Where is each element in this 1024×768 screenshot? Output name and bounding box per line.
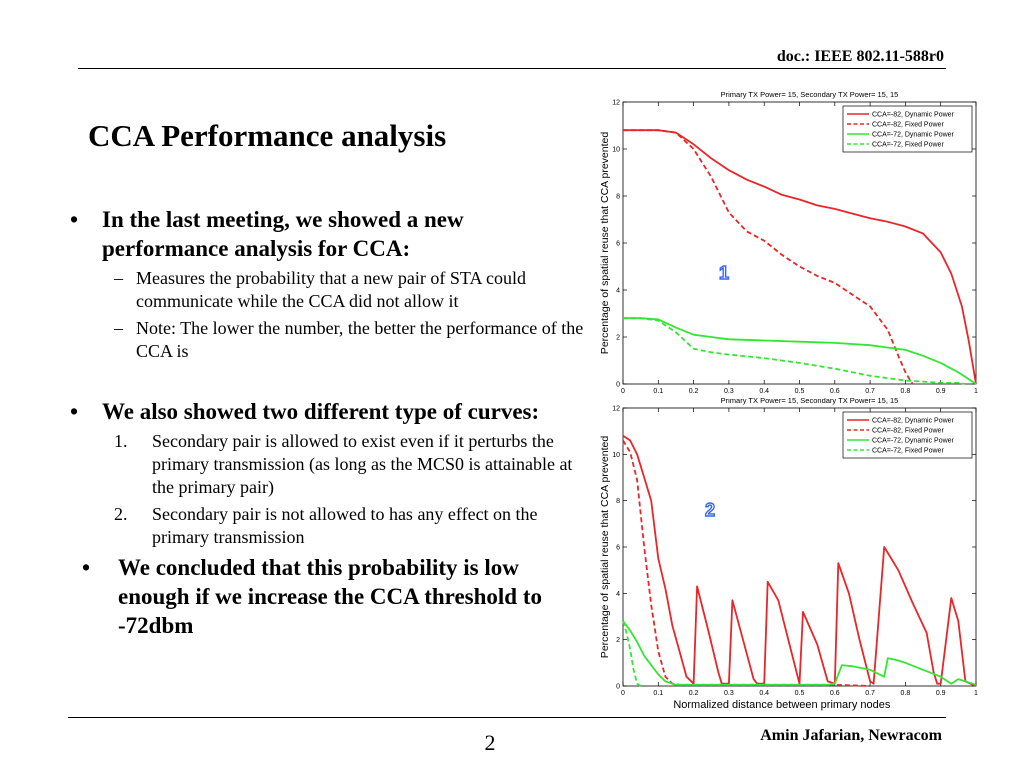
x-tick-label: 0.2 [689, 690, 699, 697]
legend-label: CCA=-72, Fixed Power [872, 142, 944, 149]
y-tick-label: 2 [616, 637, 620, 644]
legend-label: CCA=-72, Dynamic Power [872, 438, 955, 445]
series-line [622, 620, 977, 686]
x-tick-label: 1 [974, 690, 978, 697]
legend-label: CCA=-82, Fixed Power [872, 122, 944, 129]
series-line [622, 435, 977, 687]
series-line [623, 317, 977, 385]
numbered-marker: 1. [114, 431, 128, 451]
series-line [623, 317, 966, 385]
bullet-2: • We also showed two different type of c… [70, 397, 590, 426]
legend-label: CCA=-82, Dynamic Power [872, 112, 955, 119]
y-tick-label: 10 [612, 452, 620, 459]
x-tick-label: 0 [621, 690, 625, 697]
x-tick-label: 0.6 [830, 690, 840, 697]
y-tick-label: 6 [616, 241, 620, 248]
x-tick-label: 0.3 [724, 388, 734, 395]
x-axis-label: Normalized distance between primary node… [673, 699, 891, 711]
y-tick-label: 8 [616, 498, 620, 505]
series-line [623, 129, 914, 385]
x-tick-label: 0.3 [724, 690, 734, 697]
x-tick-label: 0.9 [936, 388, 946, 395]
x-tick-label: 0.8 [901, 388, 911, 395]
x-tick-label: 0.4 [759, 388, 769, 395]
x-tick-label: 0.4 [759, 690, 769, 697]
x-tick-label: 0.1 [653, 690, 663, 697]
chart-1: Primary TX Power= 15, Secondary TX Power… [599, 90, 978, 395]
y-tick-label: 4 [616, 288, 620, 295]
sub-bullet-marker: – [114, 318, 123, 338]
x-tick-label: 0.9 [936, 690, 946, 697]
numbered-marker: 2. [114, 504, 128, 524]
legend-label: CCA=-72, Dynamic Power [872, 132, 955, 139]
y-tick-label: 0 [616, 382, 620, 389]
bullet-marker: • [70, 207, 79, 232]
y-tick-label: 4 [616, 591, 620, 598]
y-tick-label: 8 [616, 194, 620, 201]
series-line [622, 620, 642, 687]
bullet-marker: • [82, 555, 91, 580]
bullet-1: • In the last meeting, we showed a new p… [70, 205, 590, 263]
sub-bullet-text: Note: The lower the number, the better t… [136, 318, 584, 361]
x-tick-label: 0.2 [689, 388, 699, 395]
series-line [623, 129, 977, 385]
legend-label: CCA=-82, Fixed Power [872, 428, 944, 435]
slide-content: • In the last meeting, we showed a new p… [70, 205, 590, 640]
slide-title: CCA Performance analysis [88, 118, 447, 153]
sub-bullet: – Measures the probability that a new pa… [70, 267, 590, 313]
legend-label: CCA=-82, Dynamic Power [872, 418, 955, 425]
sub-bullet: – Note: The lower the number, the better… [70, 317, 590, 363]
y-tick-label: 10 [612, 147, 620, 154]
spacer [70, 363, 590, 397]
bottom-rule [68, 717, 946, 718]
numbered-text: Secondary pair is not allowed to has any… [152, 504, 538, 547]
y-tick-label: 12 [612, 100, 620, 107]
chart-marker-label: 1 [719, 263, 729, 283]
x-tick-label: 0.7 [865, 388, 875, 395]
bullet-3: • We concluded that this probability is … [70, 553, 590, 640]
page-number: 2 [484, 730, 496, 755]
y-tick-label: 2 [616, 335, 620, 342]
x-tick-label: 0 [621, 388, 625, 395]
chart-2: Primary TX Power= 15, Secondary TX Power… [599, 398, 978, 711]
footer-author: Amin Jafarian, Newracom [760, 727, 942, 744]
bullet-text: We also showed two different type of cur… [102, 399, 540, 424]
bullet-marker: • [70, 399, 79, 424]
chart-title: Primary TX Power= 15, Secondary TX Power… [721, 90, 899, 99]
x-tick-label: 0.5 [795, 690, 805, 697]
doc-id: doc.: IEEE 802.11-588r0 [776, 48, 944, 65]
y-tick-label: 6 [616, 545, 620, 552]
y-tick-label: 0 [616, 684, 620, 691]
legend-label: CCA=-72, Fixed Power [872, 448, 944, 455]
y-axis-label: Percentage of spatial reuse that CCA pre… [599, 132, 611, 355]
x-tick-label: 1 [974, 388, 978, 395]
bullet-text: We concluded that this probability is lo… [118, 555, 543, 638]
y-axis-label: Percentage of spatial reuse that CCA pre… [599, 436, 611, 659]
chart-marker-label: 2 [705, 500, 715, 520]
top-rule [78, 68, 946, 69]
x-tick-label: 0.7 [865, 690, 875, 697]
x-tick-label: 0.1 [653, 388, 663, 395]
numbered-item: 2. Secondary pair is not allowed to has … [70, 503, 590, 549]
numbered-item: 1. Secondary pair is allowed to exist ev… [70, 430, 590, 499]
x-tick-label: 0.6 [830, 388, 840, 395]
x-tick-label: 0.5 [795, 388, 805, 395]
chart-title: Primary TX Power= 15, Secondary TX Power… [721, 398, 899, 405]
numbered-text: Secondary pair is allowed to exist even … [152, 431, 573, 497]
bullet-text: In the last meeting, we showed a new per… [102, 207, 464, 261]
y-tick-label: 12 [612, 406, 620, 413]
sub-bullet-marker: – [114, 268, 123, 288]
x-tick-label: 0.8 [901, 690, 911, 697]
sub-bullet-text: Measures the probability that a new pair… [136, 268, 526, 311]
